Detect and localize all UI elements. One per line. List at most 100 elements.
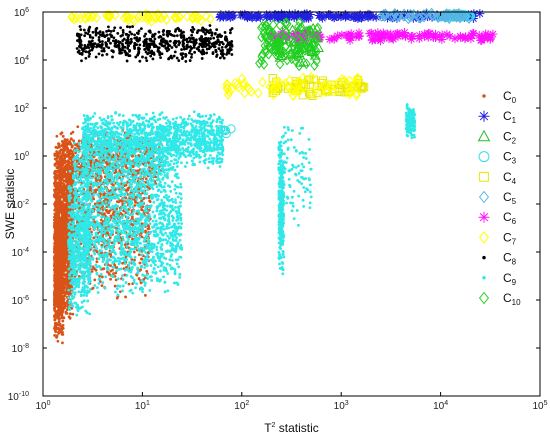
data-point-c6 bbox=[414, 33, 424, 43]
data-point-c8 bbox=[146, 42, 150, 46]
data-point-c8 bbox=[228, 46, 232, 50]
data-point-c0 bbox=[65, 275, 69, 279]
data-point-c0 bbox=[58, 237, 62, 241]
data-point-c0 bbox=[60, 260, 64, 263]
data-point-c9 bbox=[71, 203, 74, 207]
data-point-c0 bbox=[53, 285, 57, 289]
data-point-c8 bbox=[165, 33, 169, 36]
data-point-c8 bbox=[157, 46, 161, 50]
data-point-c0 bbox=[59, 170, 62, 174]
data-point-c0 bbox=[60, 202, 64, 206]
data-point-c8 bbox=[138, 59, 142, 63]
data-point-c8 bbox=[226, 48, 230, 52]
data-point-c0 bbox=[65, 282, 69, 286]
data-point-c0 bbox=[57, 275, 61, 279]
data-point-c0 bbox=[138, 261, 142, 265]
data-point-c8 bbox=[132, 44, 136, 48]
data-point-c0 bbox=[62, 210, 65, 214]
data-point-c0 bbox=[55, 255, 59, 258]
data-point-c0 bbox=[61, 245, 65, 248]
data-point-c0 bbox=[64, 202, 68, 206]
data-point-c8 bbox=[105, 33, 109, 37]
data-point-c8 bbox=[128, 30, 132, 34]
data-point-c8 bbox=[133, 33, 136, 37]
data-point-c0 bbox=[63, 213, 67, 217]
data-point-c0 bbox=[53, 297, 56, 301]
data-point-c0 bbox=[64, 301, 67, 305]
data-point-c0 bbox=[60, 222, 64, 226]
data-point-c0 bbox=[61, 231, 65, 235]
series-c5 bbox=[377, 7, 474, 25]
data-point-c8 bbox=[188, 59, 192, 62]
data-point-c8 bbox=[225, 52, 228, 56]
data-point-c8 bbox=[190, 46, 194, 50]
data-point-c8 bbox=[190, 52, 194, 56]
data-point-c6 bbox=[382, 29, 392, 39]
data-point-c8 bbox=[91, 46, 95, 50]
data-point-c0 bbox=[114, 278, 118, 282]
data-point-c0 bbox=[66, 142, 70, 146]
data-point-c8 bbox=[88, 42, 92, 46]
data-point-c8 bbox=[121, 44, 125, 47]
data-point-c8 bbox=[215, 53, 219, 57]
data-point-c8 bbox=[97, 44, 101, 48]
data-point-c8 bbox=[116, 31, 120, 35]
data-point-c8 bbox=[218, 56, 222, 60]
data-point-c0 bbox=[56, 198, 60, 202]
data-point-c0 bbox=[53, 255, 57, 259]
data-point-c0 bbox=[115, 200, 119, 204]
data-point-c0 bbox=[53, 333, 56, 337]
data-point-c0 bbox=[53, 265, 57, 269]
data-point-c1 bbox=[302, 9, 312, 19]
data-point-c1 bbox=[290, 9, 300, 19]
data-point-c0 bbox=[54, 274, 58, 278]
data-point-c0 bbox=[58, 305, 62, 309]
data-point-c0 bbox=[60, 215, 64, 219]
data-point-c8 bbox=[95, 26, 99, 30]
data-point-c0 bbox=[59, 206, 63, 210]
data-point-c8 bbox=[166, 29, 169, 33]
data-point-c0 bbox=[58, 243, 62, 247]
data-point-c0 bbox=[52, 182, 56, 185]
data-point-c0 bbox=[109, 269, 113, 273]
data-point-c0 bbox=[95, 260, 99, 264]
data-point-c0 bbox=[66, 163, 70, 167]
data-point-c0 bbox=[58, 194, 62, 198]
data-point-c0 bbox=[140, 208, 144, 212]
data-point-c0 bbox=[55, 134, 59, 138]
data-point-c0 bbox=[53, 307, 57, 311]
data-point-c0 bbox=[95, 188, 98, 192]
data-point-c8 bbox=[151, 42, 155, 46]
data-point-c8 bbox=[123, 45, 127, 49]
data-point-c8 bbox=[119, 26, 122, 30]
data-point-c8 bbox=[205, 51, 209, 55]
data-point-c8 bbox=[158, 51, 162, 54]
data-point-c8 bbox=[218, 43, 221, 47]
data-point-c0 bbox=[54, 216, 58, 220]
data-point-c8 bbox=[91, 36, 95, 40]
data-point-c8 bbox=[189, 40, 193, 44]
data-point-c0 bbox=[61, 273, 65, 277]
data-point-c8 bbox=[230, 39, 234, 43]
series-c8 bbox=[75, 24, 234, 63]
data-point-c0 bbox=[54, 220, 58, 224]
data-point-c0 bbox=[130, 258, 134, 261]
data-point-c0 bbox=[71, 179, 75, 182]
data-point-c0 bbox=[61, 306, 65, 309]
data-point-c8 bbox=[151, 57, 155, 61]
data-point-c8 bbox=[141, 55, 144, 59]
data-point-c0 bbox=[57, 317, 61, 320]
data-point-c0 bbox=[113, 284, 117, 288]
data-point-c0 bbox=[63, 159, 66, 163]
data-point-c8 bbox=[192, 43, 196, 47]
data-point-c8 bbox=[200, 34, 203, 38]
data-point-c8 bbox=[177, 43, 181, 47]
data-point-c8 bbox=[101, 53, 104, 57]
data-point-c0 bbox=[124, 196, 128, 200]
data-point-c8 bbox=[214, 31, 217, 35]
data-point-c0 bbox=[61, 148, 65, 152]
data-point-c8 bbox=[78, 25, 82, 28]
data-point-c0 bbox=[68, 312, 72, 316]
data-point-c0 bbox=[53, 212, 57, 216]
data-point-c8 bbox=[166, 42, 170, 46]
